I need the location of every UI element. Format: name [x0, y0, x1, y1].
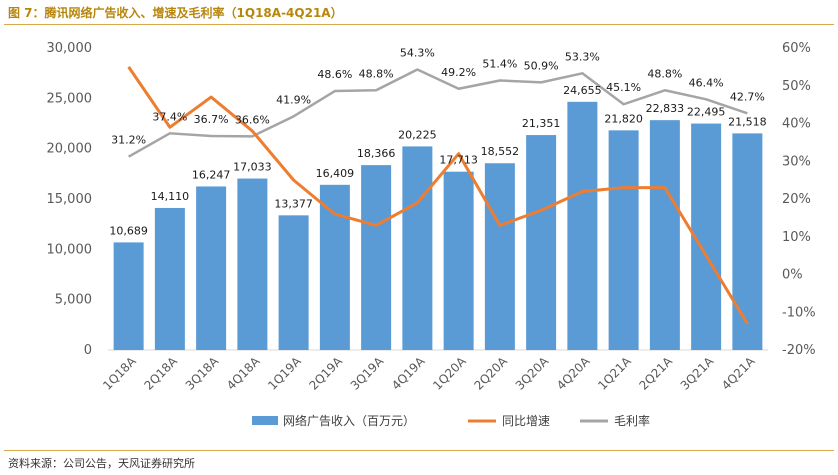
gross-margin-label: 50.9% [524, 59, 559, 72]
revenue-bar [113, 242, 144, 350]
x-category-label: 3Q19A [348, 354, 387, 393]
y-right-tick: 40% [782, 117, 811, 132]
gross-margin-label: 37.4% [152, 110, 187, 123]
revenue-bar [649, 120, 680, 350]
bar-value-label: 22,495 [687, 106, 726, 119]
x-category-label: 1Q20A [430, 354, 469, 393]
y-right-tick: -20% [782, 343, 816, 358]
revenue-bar [567, 101, 598, 350]
bar-value-label: 14,110 [151, 190, 190, 203]
legend-revenue-label: 网络广告收入（百万元） [283, 413, 415, 428]
x-category-label: 2Q20A [471, 354, 510, 393]
bar-value-label: 24,655 [563, 84, 602, 97]
legend-margin-label: 毛利率 [614, 413, 650, 428]
x-category-label: 2Q21A [636, 354, 675, 393]
bar-value-label: 21,518 [728, 115, 767, 128]
gross-margin-label: 48.8% [359, 67, 394, 80]
revenue-bar [732, 133, 763, 350]
y-left-tick: 30,000 [47, 41, 93, 56]
y-left-tick: 25,000 [47, 91, 93, 106]
chart: 0 5,000 10,000 15,000 20,000 25,000 30,000 -20%… [47, 41, 816, 428]
yoy-growth-line [127, 66, 749, 325]
legend-revenue-swatch [252, 416, 278, 425]
revenue-bar [526, 135, 557, 350]
gross-margin-label: 46.4% [689, 76, 724, 89]
x-category-label: 4Q19A [389, 354, 428, 393]
revenue-bar [278, 215, 309, 350]
gross-margin-label: 53.3% [565, 50, 600, 63]
figure-title: 图 7：腾讯网络广告收入、增速及毛利率（1Q18A-4Q21A） [8, 6, 343, 20]
gross-margin-label: 51.4% [482, 57, 517, 70]
gross-margin-label: 36.7% [194, 113, 229, 126]
bar-value-label: 17,033 [233, 161, 272, 174]
gross-margin-label: 31.2% [111, 134, 146, 147]
bar-value-label: 16,409 [316, 167, 355, 180]
source-divider [4, 450, 834, 451]
gross-margin-label: 48.8% [647, 67, 682, 80]
gross-margin-label: 48.6% [317, 68, 352, 81]
revenue-bar [608, 130, 639, 350]
bar-value-label: 22,833 [646, 102, 685, 115]
revenue-bar [443, 171, 474, 350]
y-left-tick: 20,000 [47, 142, 93, 157]
gross-margin-label: 54.3% [400, 47, 435, 60]
revenue-bar [237, 178, 268, 350]
bar-value-label: 16,247 [192, 168, 231, 181]
y-right-tick: 60% [782, 41, 811, 56]
gross-margin-line [128, 68, 748, 158]
x-category-label: 1Q18A [100, 354, 139, 393]
x-category-label: 1Q21A [595, 354, 634, 393]
y-right-tick: 30% [782, 154, 811, 169]
bar-value-label: 18,366 [357, 147, 396, 160]
gross-margin-label: 49.2% [441, 66, 476, 79]
revenue-bar [402, 146, 433, 350]
y-left-tick: 15,000 [47, 192, 93, 207]
gross-margin-label: 42.7% [730, 90, 765, 103]
y-right-tick: 50% [782, 79, 811, 94]
x-category-label: 4Q21A [719, 354, 758, 393]
bar-value-label: 18,552 [481, 145, 520, 158]
revenue-bar [361, 165, 392, 350]
revenue-bar [154, 207, 185, 350]
y-left-tick: 0 [84, 343, 92, 358]
x-category-label: 3Q21A [678, 354, 717, 393]
bar-value-label: 21,351 [522, 117, 561, 130]
gross-margin-label: 36.6% [235, 113, 270, 126]
y-left-tick: 10,000 [47, 242, 93, 257]
x-category-label: 2Q19A [306, 354, 345, 393]
y-right-tick: -10% [782, 305, 816, 320]
x-category-label: 2Q18A [141, 354, 180, 393]
y-right-tick: 10% [782, 230, 811, 245]
bar-value-label: 21,820 [604, 112, 643, 125]
x-category-label: 4Q18A [224, 354, 263, 393]
y-right-tick: 0% [782, 268, 803, 283]
revenue-bar [484, 163, 515, 350]
title-divider [4, 24, 834, 25]
bar-value-label: 10,689 [109, 224, 148, 237]
revenue-bar [319, 184, 350, 350]
bar-value-label: 20,225 [398, 128, 437, 141]
bar-value-label: 13,377 [274, 197, 313, 210]
bar-value-label: 17,713 [439, 154, 478, 167]
y-right-tick: 20% [782, 192, 811, 207]
gross-margin-label: 45.1% [606, 81, 641, 94]
x-category-label: 3Q20A [513, 354, 552, 393]
x-category-label: 1Q19A [265, 354, 304, 393]
y-left-tick: 5,000 [55, 293, 92, 308]
legend-growth-label: 同比增速 [502, 414, 550, 428]
gross-margin-label: 41.9% [276, 93, 311, 106]
x-category-label: 4Q20A [554, 354, 593, 393]
revenue-bar [196, 186, 227, 350]
source-note: 资料来源：公司公告，天风证券研究所 [8, 457, 195, 470]
x-category-label: 3Q18A [183, 354, 222, 393]
